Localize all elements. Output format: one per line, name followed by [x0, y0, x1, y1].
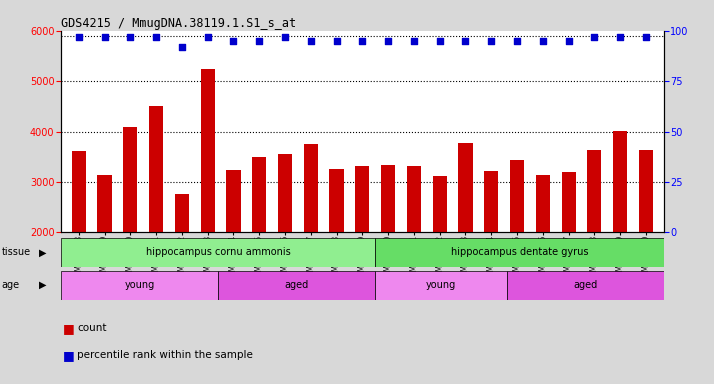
- Point: [588, 34, 600, 40]
- Point: [73, 34, 84, 40]
- Text: count: count: [77, 323, 106, 333]
- Bar: [376, 238, 664, 267]
- Bar: [71, 151, 86, 333]
- Bar: [61, 238, 376, 267]
- Point: [563, 38, 574, 44]
- Bar: [639, 150, 653, 333]
- Bar: [356, 166, 369, 333]
- Text: ■: ■: [63, 349, 74, 362]
- Bar: [329, 169, 343, 333]
- Point: [434, 38, 446, 44]
- Text: percentile rank within the sample: percentile rank within the sample: [77, 350, 253, 360]
- Text: aged: aged: [285, 280, 309, 290]
- Text: ▶: ▶: [39, 247, 47, 258]
- Point: [615, 34, 626, 40]
- Bar: [61, 271, 218, 300]
- Bar: [510, 160, 524, 333]
- Bar: [124, 127, 137, 333]
- Point: [151, 34, 162, 40]
- Bar: [588, 150, 601, 333]
- Text: young: young: [426, 280, 456, 290]
- Bar: [226, 170, 241, 333]
- Point: [511, 38, 523, 44]
- Point: [228, 38, 239, 44]
- Point: [124, 34, 136, 40]
- Text: tissue: tissue: [1, 247, 31, 258]
- Bar: [149, 106, 164, 333]
- Text: aged: aged: [573, 280, 598, 290]
- Bar: [97, 175, 111, 333]
- Bar: [561, 172, 575, 333]
- Point: [383, 38, 394, 44]
- Text: ■: ■: [63, 322, 74, 335]
- Bar: [381, 165, 396, 333]
- Text: GDS4215 / MmugDNA.38119.1.S1_s_at: GDS4215 / MmugDNA.38119.1.S1_s_at: [61, 17, 296, 30]
- Point: [253, 38, 265, 44]
- Point: [176, 44, 188, 50]
- Bar: [376, 271, 507, 300]
- Bar: [613, 131, 628, 333]
- Point: [640, 34, 652, 40]
- Bar: [278, 154, 292, 333]
- Text: age: age: [1, 280, 19, 290]
- Point: [408, 38, 420, 44]
- Bar: [484, 171, 498, 333]
- Text: young: young: [124, 280, 154, 290]
- Point: [279, 34, 291, 40]
- Point: [202, 34, 213, 40]
- Bar: [201, 68, 215, 333]
- Bar: [507, 271, 664, 300]
- Text: ▶: ▶: [39, 280, 47, 290]
- Bar: [536, 175, 550, 333]
- Point: [537, 38, 548, 44]
- Point: [305, 38, 316, 44]
- Bar: [252, 157, 266, 333]
- Point: [486, 38, 497, 44]
- Point: [460, 38, 471, 44]
- Bar: [407, 166, 421, 333]
- Point: [331, 38, 342, 44]
- Bar: [218, 271, 376, 300]
- Bar: [175, 194, 189, 333]
- Point: [99, 34, 110, 40]
- Text: hippocampus cornu ammonis: hippocampus cornu ammonis: [146, 247, 291, 258]
- Bar: [458, 142, 473, 333]
- Bar: [303, 144, 318, 333]
- Bar: [433, 176, 447, 333]
- Text: hippocampus dentate gyrus: hippocampus dentate gyrus: [451, 247, 588, 258]
- Point: [356, 38, 368, 44]
